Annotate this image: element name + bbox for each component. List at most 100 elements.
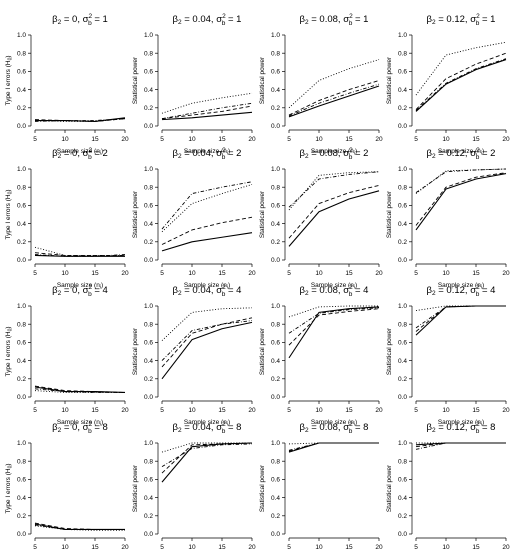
x-tick-label: 20 bbox=[248, 270, 256, 277]
title-beta-value: = 0.12, bbox=[436, 148, 471, 159]
series-line-dashed bbox=[161, 442, 253, 474]
x-tick-label: 10 bbox=[61, 270, 69, 277]
x-axis-title-text: Sample size (n bbox=[57, 282, 100, 289]
x-tick-label: 5 bbox=[414, 270, 418, 277]
title-beta-value: = 0.04, bbox=[182, 285, 217, 296]
y-tick-label: 1.0 bbox=[17, 166, 26, 173]
y-tick-label: 0.0 bbox=[144, 531, 153, 538]
x-axis-title-end: ) bbox=[228, 419, 230, 426]
title-beta-subscript: 2 bbox=[58, 153, 62, 160]
title-beta-subscript: 2 bbox=[432, 153, 436, 160]
title-beta-subscript: 2 bbox=[178, 19, 182, 26]
y-axis-title: Type I errors (H0) bbox=[5, 189, 14, 239]
x-axis-title-subscript: i bbox=[227, 151, 228, 157]
y-tick-label: 0.6 bbox=[271, 477, 280, 484]
title-sigma-superscript: 2 bbox=[222, 284, 226, 291]
y-axis-title-text: Type I errors (H bbox=[5, 194, 12, 239]
title-beta-symbol: β bbox=[173, 422, 179, 433]
title-beta-subscript: 2 bbox=[305, 427, 309, 434]
panel-11: β2 = 0.08, σ2 b = 40.00.20.40.60.81.05 10 1… bbox=[259, 284, 383, 428]
y-tick-label: 1.0 bbox=[17, 32, 26, 39]
y-tick-label: 0.4 bbox=[17, 495, 26, 502]
panel-13: β2 = 0, σ2 b = 80.00.20.40.60.81.05 10 15 20… bbox=[5, 421, 129, 550]
title-sigma-subscript: b bbox=[476, 154, 480, 161]
series-line-dashed bbox=[415, 172, 507, 226]
series-line-dashed bbox=[288, 308, 380, 346]
title-sigma-subscript: b bbox=[88, 154, 92, 161]
series-line-dashed bbox=[288, 80, 380, 116]
y-tick-label: 0.2 bbox=[398, 376, 407, 383]
title-beta-value: = 0.08, bbox=[309, 285, 344, 296]
panel-title: β2 = 0.08, σ2 b = 2 bbox=[300, 147, 369, 161]
y-axis-title: Type I errors (H0) bbox=[5, 55, 14, 105]
title-sigma-subscript: b bbox=[349, 428, 353, 435]
y-tick-label: 0.8 bbox=[398, 50, 407, 57]
y-tick-label: 0.0 bbox=[17, 123, 26, 130]
y-axis-title-end: ) bbox=[5, 326, 12, 328]
y-tick-label: 0.0 bbox=[398, 257, 407, 264]
y-tick-label: 0.2 bbox=[271, 239, 280, 246]
series-line-dotdash bbox=[288, 171, 380, 208]
title-sigma-superscript: 2 bbox=[349, 13, 353, 20]
x-axis-title: Sample size (ni) bbox=[311, 282, 357, 291]
x-tick-label: 15 bbox=[472, 407, 480, 414]
x-tick-label: 15 bbox=[218, 136, 226, 143]
series-line-solid bbox=[35, 117, 126, 122]
y-tick-label: 0.6 bbox=[17, 69, 26, 76]
series-line-dotdash bbox=[161, 181, 253, 230]
x-axis-title-end: ) bbox=[355, 148, 357, 155]
y-tick-label: 0.2 bbox=[17, 513, 26, 520]
x-tick-label: 15 bbox=[472, 544, 480, 550]
title-sigma-superscript: 2 bbox=[476, 284, 480, 291]
series-line-dotdash bbox=[288, 83, 380, 117]
y-tick-label: 0.8 bbox=[17, 50, 26, 57]
x-tick-label: 20 bbox=[121, 136, 129, 143]
y-tick-label: 0.8 bbox=[144, 184, 153, 191]
x-tick-label: 10 bbox=[61, 407, 69, 414]
y-tick-label: 0.8 bbox=[271, 458, 280, 465]
x-tick-label: 15 bbox=[472, 270, 480, 277]
x-tick-label: 20 bbox=[375, 270, 383, 277]
x-axis-title-subscript: i bbox=[354, 151, 355, 157]
x-tick-label: 10 bbox=[188, 136, 196, 143]
title-sigma-superscript: 2 bbox=[88, 284, 92, 291]
title-sigma-value: = 4 bbox=[92, 285, 108, 296]
series-line-solid bbox=[161, 321, 253, 380]
title-sigma-subscript: b bbox=[222, 428, 226, 435]
x-tick-label: 5 bbox=[160, 544, 164, 550]
panel-7: β2 = 0.08, σ2 b = 20.00.20.40.60.81.05 10 1… bbox=[259, 147, 383, 291]
x-tick-label: 5 bbox=[414, 544, 418, 550]
x-axis-title-end: ) bbox=[101, 419, 103, 426]
y-tick-label: 1.0 bbox=[271, 166, 280, 173]
series-line-solid bbox=[415, 173, 507, 231]
series-line-dotdash bbox=[161, 443, 253, 468]
x-axis-title-subscript: i bbox=[100, 422, 101, 428]
series-line-dashed bbox=[34, 118, 126, 122]
x-axis-title: Sample size (ni) bbox=[311, 148, 357, 157]
y-axis-title-text: Statistical power bbox=[259, 56, 266, 104]
y-tick-label: 0.0 bbox=[271, 123, 280, 130]
y-tick-label: 0.0 bbox=[17, 531, 26, 538]
y-axis-title-text: Type I errors (H bbox=[5, 331, 12, 376]
x-tick-label: 20 bbox=[375, 136, 383, 143]
y-tick-label: 0.4 bbox=[17, 221, 26, 228]
title-sigma-symbol: σ bbox=[216, 285, 222, 296]
x-tick-label: 15 bbox=[91, 407, 99, 414]
x-tick-label: 10 bbox=[442, 270, 450, 277]
panel-title: β2 = 0.04, σ2 b = 1 bbox=[173, 13, 242, 27]
title-beta-symbol: β bbox=[300, 14, 306, 25]
title-sigma-subscript: b bbox=[476, 428, 480, 435]
series-line-dotted bbox=[34, 246, 125, 256]
title-sigma-value: = 4 bbox=[352, 285, 368, 296]
x-tick-label: 5 bbox=[160, 136, 164, 143]
x-tick-label: 5 bbox=[414, 407, 418, 414]
title-sigma-superscript: 2 bbox=[222, 421, 226, 428]
y-tick-label: 0.2 bbox=[398, 513, 407, 520]
title-sigma-value: = 1 bbox=[479, 14, 495, 25]
x-tick-label: 15 bbox=[91, 544, 99, 550]
y-tick-label: 0.8 bbox=[271, 321, 280, 328]
y-tick-label: 0.2 bbox=[144, 105, 153, 112]
y-tick-label: 0.0 bbox=[271, 531, 280, 538]
y-tick-label: 0.6 bbox=[398, 477, 407, 484]
panel-2: β2 = 0.04, σ2 b = 10.00.20.40.60.81.05 10 1… bbox=[132, 13, 256, 157]
